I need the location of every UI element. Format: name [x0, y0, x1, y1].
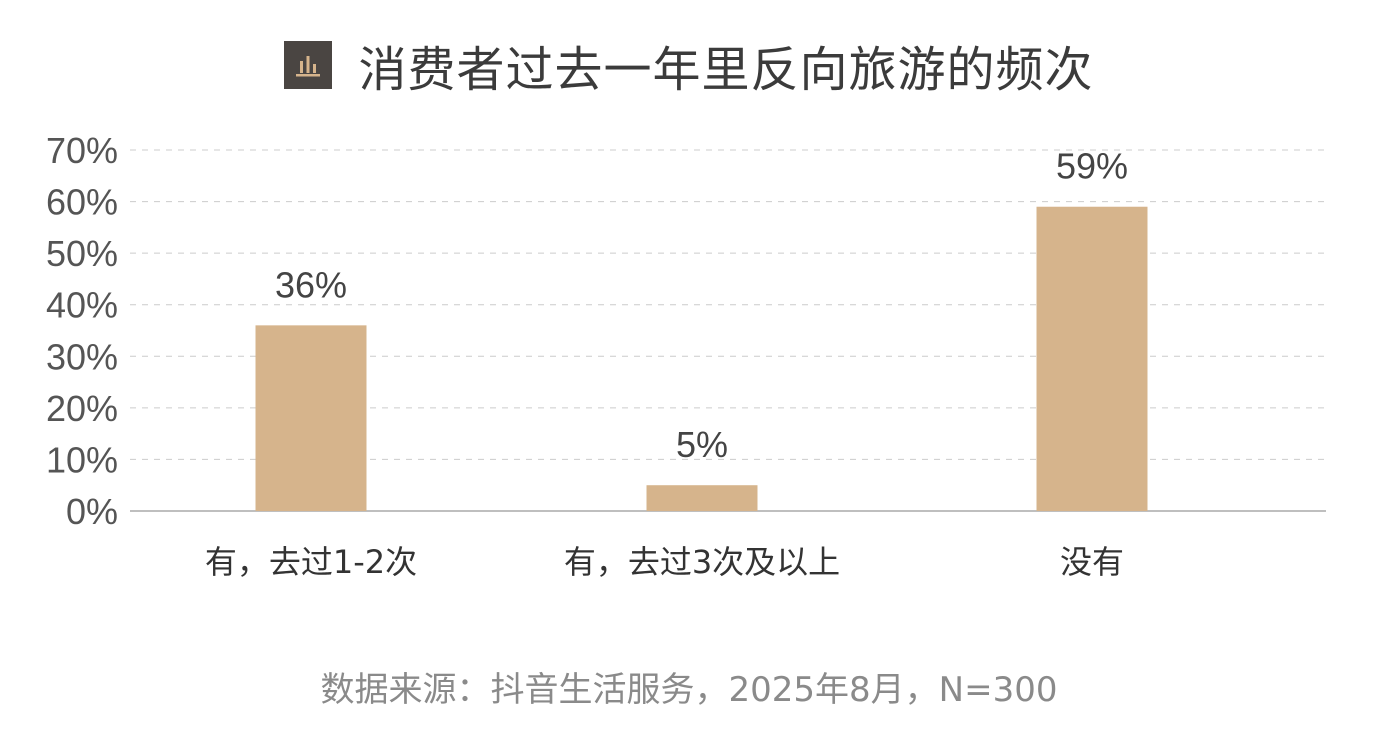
data-label: 59%: [1056, 146, 1128, 187]
bar-chart-icon: [284, 41, 333, 89]
bar: [1036, 206, 1148, 511]
y-tick-label: 70%: [46, 130, 118, 171]
chart-title: 消费者过去一年里反向旅游的频次: [358, 42, 1094, 98]
y-tick-label: 40%: [46, 285, 118, 326]
x-tick-label: 没有: [1060, 543, 1124, 581]
y-tick-label: 20%: [46, 388, 118, 429]
x-tick-label: 有，去过3次及以上: [564, 543, 840, 581]
y-tick-label: 50%: [46, 233, 118, 274]
y-tick-label: 0%: [66, 491, 118, 532]
source-note: 数据来源：抖音生活服务，2025年8月，N=300: [320, 670, 1058, 710]
y-tick-label: 60%: [46, 182, 118, 223]
chart-title-row: 消费者过去一年里反向旅游的频次: [0, 30, 1378, 100]
bar: [646, 485, 758, 511]
y-tick-label: 10%: [46, 439, 118, 480]
x-tick-label: 有，去过1-2次: [205, 543, 417, 581]
data-label: 36%: [275, 264, 347, 305]
y-tick-label: 30%: [46, 336, 118, 377]
data-label: 5%: [676, 424, 728, 465]
bar: [255, 325, 367, 511]
